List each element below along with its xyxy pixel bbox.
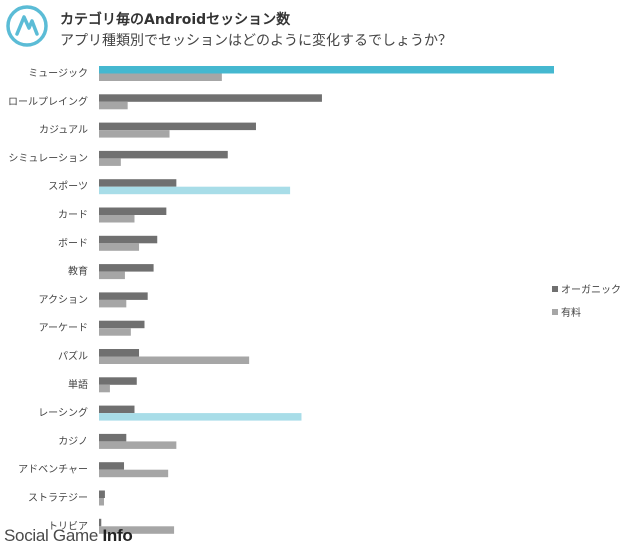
bar-paid [99,469,169,478]
legend-label: 有料 [561,306,581,319]
bar-organic [99,320,145,329]
bar-organic [99,405,135,414]
bar-paid [99,356,250,364]
watermark-text: Social Game [4,526,103,545]
bar-paid [99,526,175,534]
bar-paid [99,271,125,280]
bar-paid [99,384,110,393]
bar-organic [99,349,140,357]
bar-organic [99,462,125,470]
bar-organic [99,235,158,244]
bar-organic [99,264,154,272]
bar-paid [99,215,135,223]
category-label: レーシング [38,406,88,419]
category-label: ミュージック [28,68,88,80]
bar-paid [99,441,177,449]
bar-paid [99,73,222,81]
bar-organic [99,518,102,527]
category-label: カジュアル [39,124,88,136]
chart-subtitle: アプリ種類別でセッションはどのように変化するでしょうか？ [60,33,452,49]
category-label: アクション [39,294,89,306]
bar-organic [99,207,167,215]
category-label: カード [58,209,88,221]
bar-paid [99,413,302,421]
category-label: ロールプレイング [8,95,88,108]
bar-organic [99,433,127,442]
category-label: シミュレーション [8,153,88,164]
category-label: アドベンチャー [18,464,88,476]
bar-paid [99,130,170,138]
bar-paid [99,243,140,251]
category-label: ボード [58,237,88,249]
category-label: カジノ [58,435,88,447]
app-logo-icon [6,5,48,47]
bar-organic [99,150,228,159]
watermark: Social Game Info [4,526,133,546]
bar-paid [99,186,291,195]
bar-paid [99,498,105,506]
legend-label: オーガニック [561,284,621,296]
category-label: 教育 [68,265,88,278]
legend-swatch [552,309,558,315]
category-label: アーケード [39,322,88,334]
bar-organic [99,179,177,187]
bar-organic [99,122,256,131]
bar-paid [99,101,128,110]
bar-organic [99,292,148,300]
bar-organic [99,66,554,74]
category-label: ストラテジー [28,492,88,504]
category-label: トリビア [48,520,88,532]
bar-organic [99,377,137,385]
bar-organic [99,490,105,498]
legend-swatch [552,286,558,292]
chart-title: カテゴリ毎のAndroidセッション数 [60,12,291,28]
bar-paid [99,158,121,166]
bar-organic [99,94,322,102]
bar-paid [99,328,131,336]
category-label: 単語 [68,378,88,391]
category-label: パズル [58,350,88,363]
watermark-info: Info [102,526,133,545]
bar-paid [99,299,127,308]
category-label: スポーツ [48,181,88,193]
